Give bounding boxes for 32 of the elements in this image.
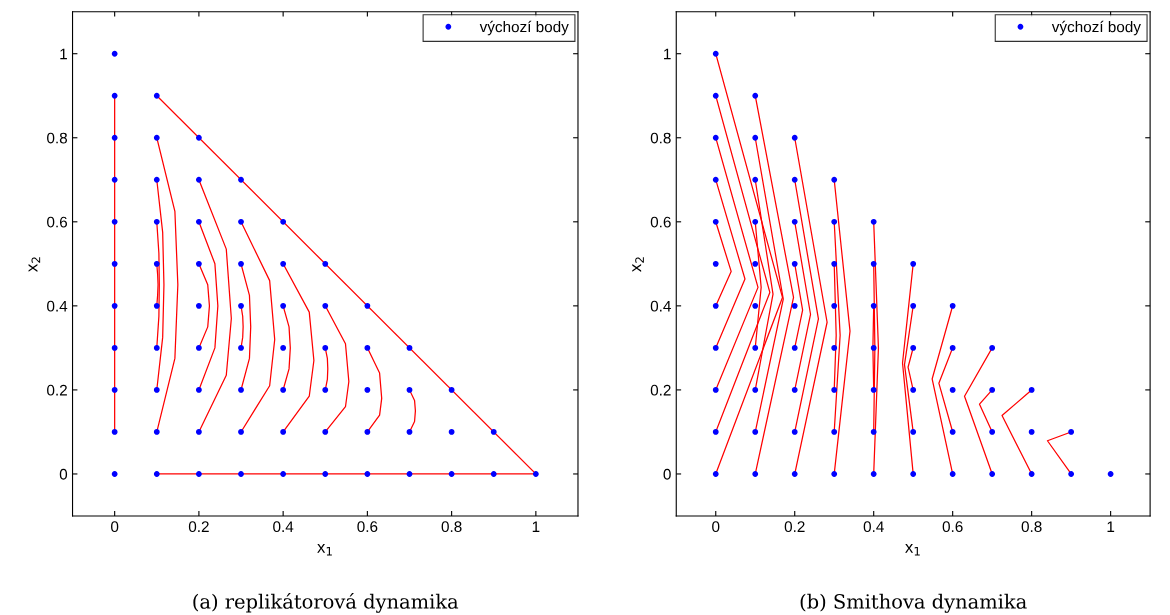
- y-axis-title: x$_{2}$: [28, 257, 41, 272]
- y-tick-label: 0.2: [650, 384, 671, 396]
- text: (a) replikátorová dynamika: [193, 592, 459, 613]
- legend-label: výchozí body: [479, 20, 569, 36]
- x-axis-title: x$_{1}$: [317, 543, 332, 556]
- y-axis-title: x$_{2}$: [632, 257, 644, 272]
- y-tick-label: 0.6: [650, 216, 671, 228]
- y-tick-label: 1: [664, 48, 671, 60]
- y-tick-label: 0.6: [47, 216, 68, 228]
- y-tick-label: 0.4: [650, 300, 671, 312]
- x-tick-label: 0.6: [942, 521, 963, 533]
- x-tick-label: 0.8: [1021, 521, 1042, 533]
- y-tick-label: 1: [60, 48, 67, 60]
- x-tick-label: 0.6: [357, 521, 378, 533]
- x-tick-label: 0.2: [784, 521, 805, 533]
- x-tick-label: 0.2: [188, 521, 209, 533]
- x-tick-label: 0.8: [441, 521, 462, 533]
- y-tick-label: 0.2: [47, 384, 67, 396]
- x-tick-label: 0.4: [273, 521, 294, 533]
- x-tick-label: 0: [712, 521, 720, 533]
- text: (b) Smithova dynamika: [800, 593, 1027, 613]
- y-tick-label: 0.8: [47, 132, 68, 144]
- x-tick-label: 1: [1107, 521, 1115, 532]
- y-tick-label: 0.4: [47, 300, 68, 312]
- y-tick-label: 0.8: [650, 132, 671, 144]
- y-tick-label: 0: [59, 468, 68, 480]
- x-axis-title: x$_{1}$: [905, 543, 920, 556]
- legend-label: výchozí body: [1051, 20, 1141, 36]
- y-tick-label: 0: [663, 468, 671, 480]
- x-tick-label: 0: [111, 521, 119, 533]
- x-tick-label: 1: [532, 521, 540, 532]
- x-tick-label: 0.4: [863, 521, 884, 533]
